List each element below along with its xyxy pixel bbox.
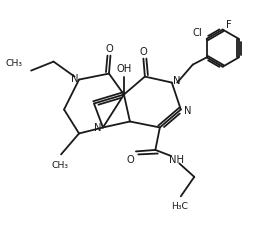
Text: OH: OH [117, 64, 132, 74]
Text: CH₃: CH₃ [5, 59, 22, 68]
Text: O: O [139, 46, 147, 56]
Text: N: N [184, 105, 191, 115]
Text: O: O [126, 154, 134, 164]
Text: F: F [226, 20, 232, 30]
Text: CH₃: CH₃ [51, 160, 68, 169]
Text: N: N [71, 74, 78, 84]
Text: N: N [174, 76, 181, 86]
Text: NH: NH [169, 154, 184, 164]
Text: N: N [94, 123, 101, 133]
Text: H₃C: H₃C [171, 202, 188, 210]
Text: O: O [105, 43, 113, 53]
Text: Cl: Cl [192, 28, 202, 38]
